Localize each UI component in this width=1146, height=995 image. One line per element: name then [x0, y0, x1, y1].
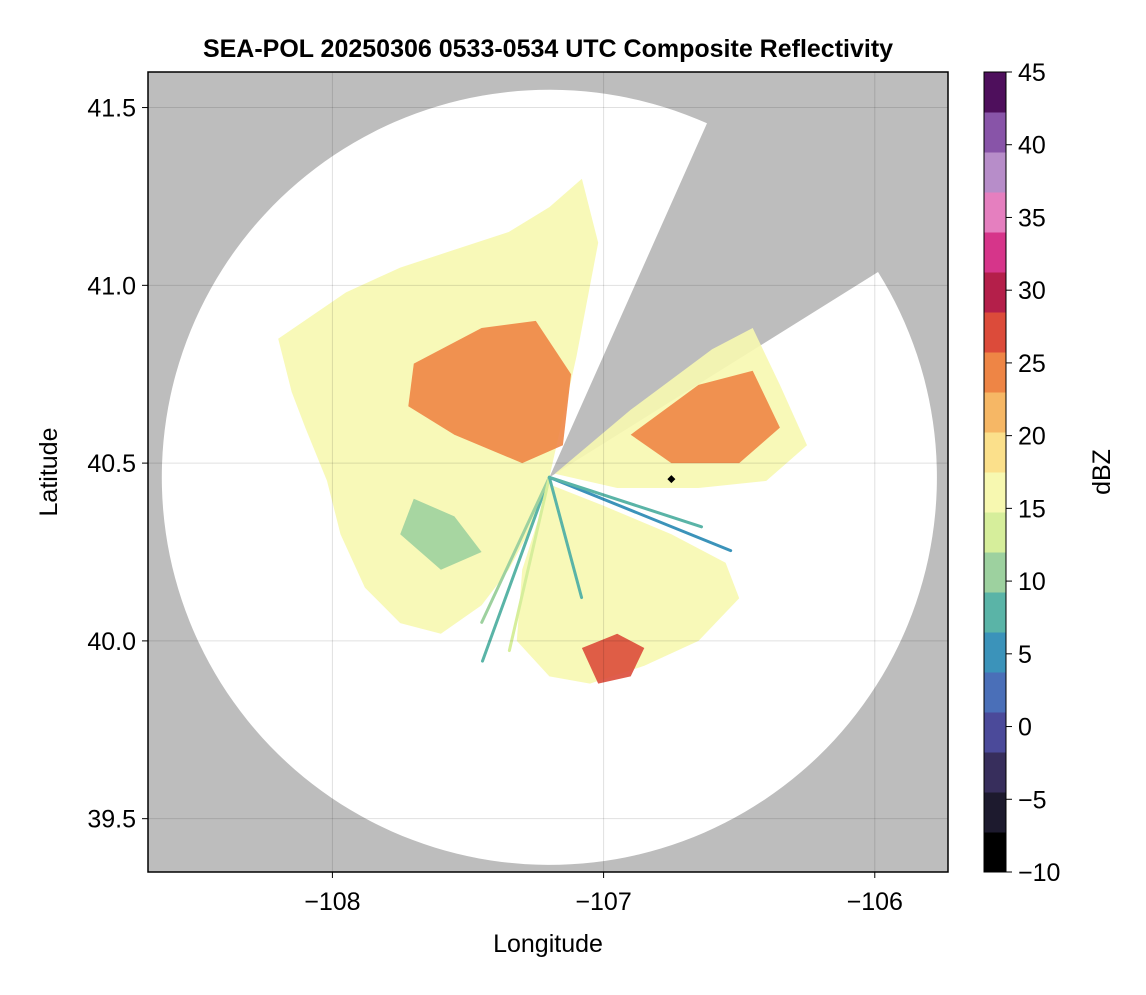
colorbar-segment	[984, 752, 1006, 793]
colorbar-label: dBZ	[1088, 449, 1116, 495]
colorbar-segment	[984, 632, 1006, 673]
colorbar-segment	[984, 432, 1006, 473]
colorbar-tick-label: 10	[1018, 568, 1046, 596]
colorbar-segment	[984, 392, 1006, 433]
x-tick-label: −107	[575, 888, 631, 916]
echo-ray-3	[547, 475, 584, 600]
colorbar-segment	[984, 352, 1006, 393]
y-axis-label: Latitude	[35, 428, 63, 517]
x-axis: −108 −107 −106	[304, 872, 903, 916]
chart-title: SEA-POL 20250306 0533-0534 UTC Composite…	[203, 35, 893, 63]
y-axis: 39.5 40.0 40.5 41.0 41.5	[87, 95, 148, 834]
y-tick-label: 41.0	[87, 272, 136, 300]
colorbar-tick-label: 35	[1018, 204, 1046, 232]
colorbar-tick-label: 40	[1018, 132, 1046, 160]
colorbar-segment	[984, 472, 1006, 513]
echo-region-core-north	[408, 320, 572, 464]
colorbar-tick-label: 5	[1018, 641, 1032, 669]
echo-region-south-lobe	[516, 484, 740, 684]
y-tick-label: 41.5	[87, 95, 136, 123]
colorbar-tick-label: −10	[1018, 859, 1060, 887]
colorbar-tick-label: 20	[1018, 423, 1046, 451]
echo-ray-0	[480, 475, 551, 663]
echo-ray-2	[507, 475, 551, 653]
colorbar-segment	[984, 112, 1006, 153]
colorbar-frame	[983, 71, 1007, 873]
echo-ray-1	[480, 475, 551, 624]
plot-area	[148, 72, 948, 872]
colorbar-tick-label: 30	[1018, 277, 1046, 305]
echo-ray-4	[547, 475, 733, 553]
colorbar-segment	[984, 672, 1006, 713]
colorbar-segment	[984, 552, 1006, 593]
colorbar-segment	[984, 72, 1006, 113]
colorbar-segment	[984, 152, 1006, 193]
y-tick-label: 40.0	[87, 628, 136, 656]
x-tick-label: −108	[304, 888, 360, 916]
colorbar-segment	[984, 712, 1006, 753]
colorbar-tick-label: 15	[1018, 495, 1046, 523]
colorbar-tick-label: 45	[1018, 59, 1046, 87]
colorbar-segment	[984, 792, 1006, 833]
colorbar-tick-label: −5	[1018, 786, 1047, 814]
echo-ray-5	[547, 475, 704, 529]
site-marker	[667, 475, 676, 484]
x-axis-label: Longitude	[493, 930, 603, 958]
colorbar: −10 −5 0 5 10 15 20 25 30 35 40 45	[983, 59, 1060, 887]
colorbar-tick-label: 0	[1018, 714, 1032, 742]
grid-lines	[148, 72, 948, 872]
y-tick-label: 40.5	[87, 450, 136, 478]
colorbar-segment	[984, 192, 1006, 233]
echo-region-low-band-southwest	[400, 498, 482, 570]
colorbar-segment	[984, 272, 1006, 313]
colorbar-segment	[984, 232, 1006, 273]
colorbar-segment	[984, 592, 1006, 633]
colorbar-segment	[984, 512, 1006, 553]
echo-region-core-south	[581, 633, 645, 684]
plot-frame	[147, 71, 949, 873]
echo-region-core-east	[630, 370, 780, 464]
x-tick-label: −106	[847, 888, 903, 916]
colorbar-tick-label: 25	[1018, 350, 1046, 378]
y-tick-label: 39.5	[87, 806, 136, 834]
colorbar-segment	[984, 312, 1006, 353]
colorbar-segment	[984, 832, 1006, 873]
